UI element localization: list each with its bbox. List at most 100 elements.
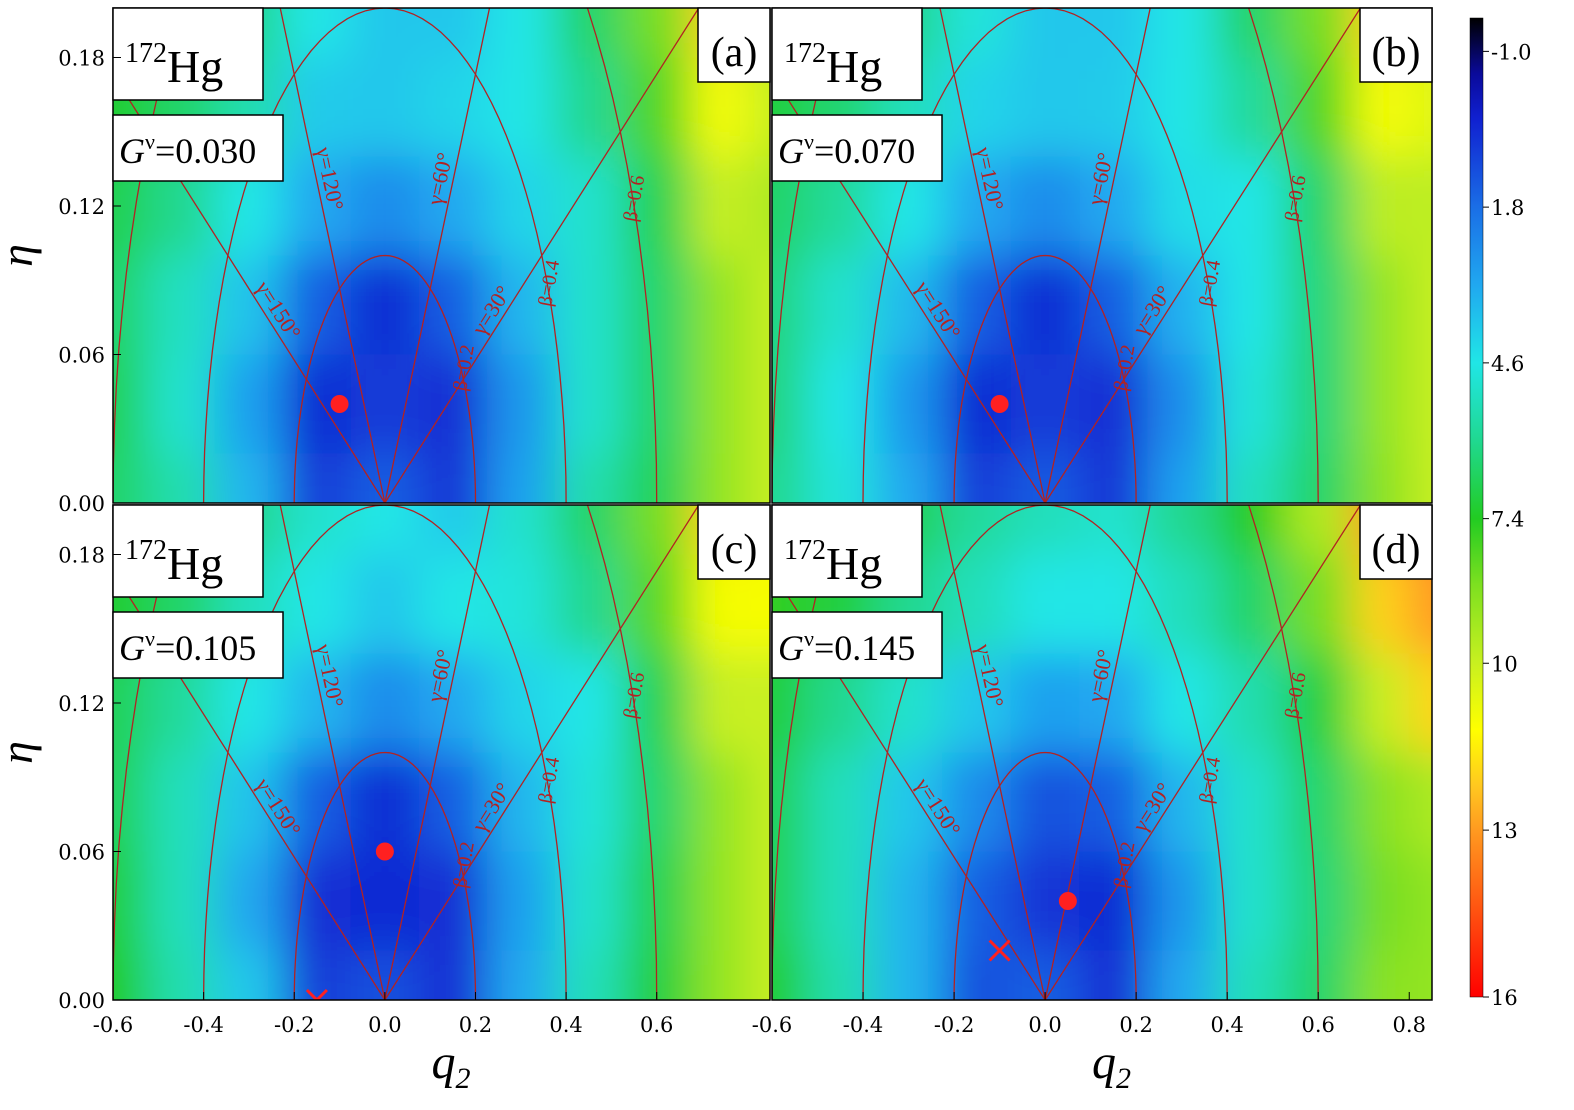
energy-cell: [942, 653, 1011, 753]
energy-cell: [942, 851, 1011, 951]
energy-cell: [1079, 505, 1148, 555]
param-box: [112, 611, 284, 679]
colorbar-tick-label: 16: [1491, 986, 1518, 1010]
energy-cell: [1409, 752, 1432, 852]
gamma-line: [1044, 505, 1362, 1000]
energy-cell: [1010, 57, 1080, 157]
energy-cell: [622, 851, 691, 951]
param-superscript: ν: [804, 626, 814, 651]
energy-cell: [1284, 8, 1353, 58]
param-box: [771, 611, 943, 679]
energy-cell: [554, 554, 623, 654]
energy-cell: [418, 354, 487, 454]
energy-cell: [690, 752, 748, 852]
element: Hg: [826, 41, 882, 92]
energy-cell: [282, 851, 351, 951]
energy-cell: [942, 57, 1011, 157]
x-tick-label: 0.4: [1210, 1013, 1243, 1037]
x-tick-label: -0.6: [752, 1013, 793, 1037]
energy-cell: [1284, 255, 1353, 355]
energy-cell: [622, 8, 691, 58]
minimum-marker: [330, 395, 349, 413]
panel-label-box: [697, 7, 771, 83]
energy-cell: [622, 505, 691, 555]
y-axis-label: η: [0, 244, 42, 267]
panel: β=0.2β=0.4β=0.6γ=30°γ=60°γ=120°γ=150°: [113, 505, 770, 1000]
energy-cell: [690, 950, 748, 1000]
energy-cell: [942, 8, 1011, 58]
energy-cell: [113, 950, 147, 1000]
x-axis-subscript: 2: [1116, 1062, 1131, 1095]
energy-cell: [418, 505, 487, 555]
energy-cell: [942, 554, 1011, 654]
param-label: Gν=0.070: [778, 129, 915, 171]
energy-cell: [1010, 156, 1080, 256]
energy-cell: [418, 156, 487, 256]
energy-cell: [146, 354, 215, 454]
energy-cell: [486, 57, 555, 157]
energy-cell: [1147, 57, 1216, 157]
panel-label: (b): [1372, 30, 1421, 76]
energy-cell: [554, 752, 623, 852]
param-symbol: G: [119, 628, 145, 668]
energy-cell: [1079, 8, 1148, 58]
energy-cell: [772, 354, 807, 454]
param-symbol: G: [778, 131, 804, 171]
param-superscript: ν: [145, 626, 155, 651]
nucleus-label: 172Hg: [125, 535, 223, 589]
energy-cell: [806, 950, 875, 1000]
energy-cell: [486, 8, 555, 58]
panel-label: (d): [1372, 527, 1421, 573]
colorbar-tick-label: 10: [1491, 652, 1518, 676]
gamma-line: [113, 570, 386, 1000]
energy-cell: [350, 8, 419, 58]
nucleus-label: 172Hg: [125, 38, 223, 92]
x-tick-label: 0.0: [368, 1013, 401, 1037]
panel-frame: [771, 504, 1433, 1001]
x-axis-symbol: q: [1092, 1036, 1116, 1089]
energy-cell: [1079, 554, 1148, 654]
energy-cell: [554, 653, 623, 753]
param-box: [771, 114, 943, 182]
x-tick-label: -0.4: [183, 1013, 224, 1037]
energy-cell: [113, 255, 147, 355]
energy-cell: [350, 851, 419, 951]
y-tick-label: 0.06: [58, 841, 105, 865]
nucleus-label: 172Hg: [784, 535, 882, 589]
panel: β=0.2β=0.4β=0.6γ=30°γ=60°γ=120°γ=150°: [113, 8, 770, 503]
colorbar-tick-label: 7.4: [1491, 508, 1524, 532]
energy-cell: [1409, 156, 1432, 256]
energy-cell: [146, 255, 215, 355]
x-axis-subscript: 2: [456, 1062, 471, 1095]
energy-cell: [350, 255, 419, 355]
energy-cell: [806, 354, 875, 454]
x-axis-label: q2: [432, 1036, 471, 1095]
energy-cell: [1010, 505, 1080, 555]
colorbar-tick-label: -1.0: [1491, 40, 1532, 64]
energy-cell: [1409, 354, 1432, 454]
nucleus-box: [771, 504, 923, 598]
x-axis-label: q2: [1092, 1036, 1131, 1095]
energy-cell: [418, 851, 487, 951]
energy-cell: [1215, 354, 1285, 454]
y-tick-label: 0.00: [58, 989, 105, 1013]
x-tick-label: 0.6: [1302, 1013, 1335, 1037]
energy-cell: [1147, 950, 1216, 1000]
energy-cell: [690, 354, 748, 454]
energy-cell: [1147, 156, 1216, 256]
y-tick-label: 0.00: [58, 492, 105, 516]
energy-cell: [282, 57, 351, 157]
energy-cell: [1215, 851, 1285, 951]
x-axis-symbol: q: [432, 1036, 456, 1089]
colorbar: [1469, 17, 1484, 998]
gamma-line: [1044, 505, 1151, 1000]
gamma-line: [1044, 8, 1151, 503]
gamma-line: [279, 8, 386, 503]
energy-cell: [622, 255, 691, 355]
energy-cell: [1409, 950, 1432, 1000]
energy-cell: [806, 752, 875, 852]
energy-cell: [350, 354, 419, 454]
energy-cell: [350, 505, 419, 555]
mass-number: 172: [125, 38, 167, 69]
energy-cell: [1284, 851, 1353, 951]
